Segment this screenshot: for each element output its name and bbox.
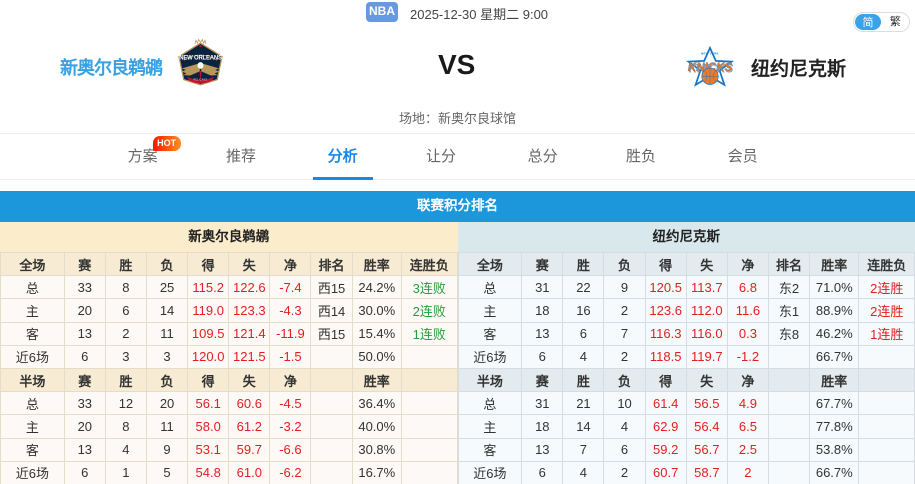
svg-text:NEW ORLEANS: NEW ORLEANS xyxy=(179,56,222,62)
